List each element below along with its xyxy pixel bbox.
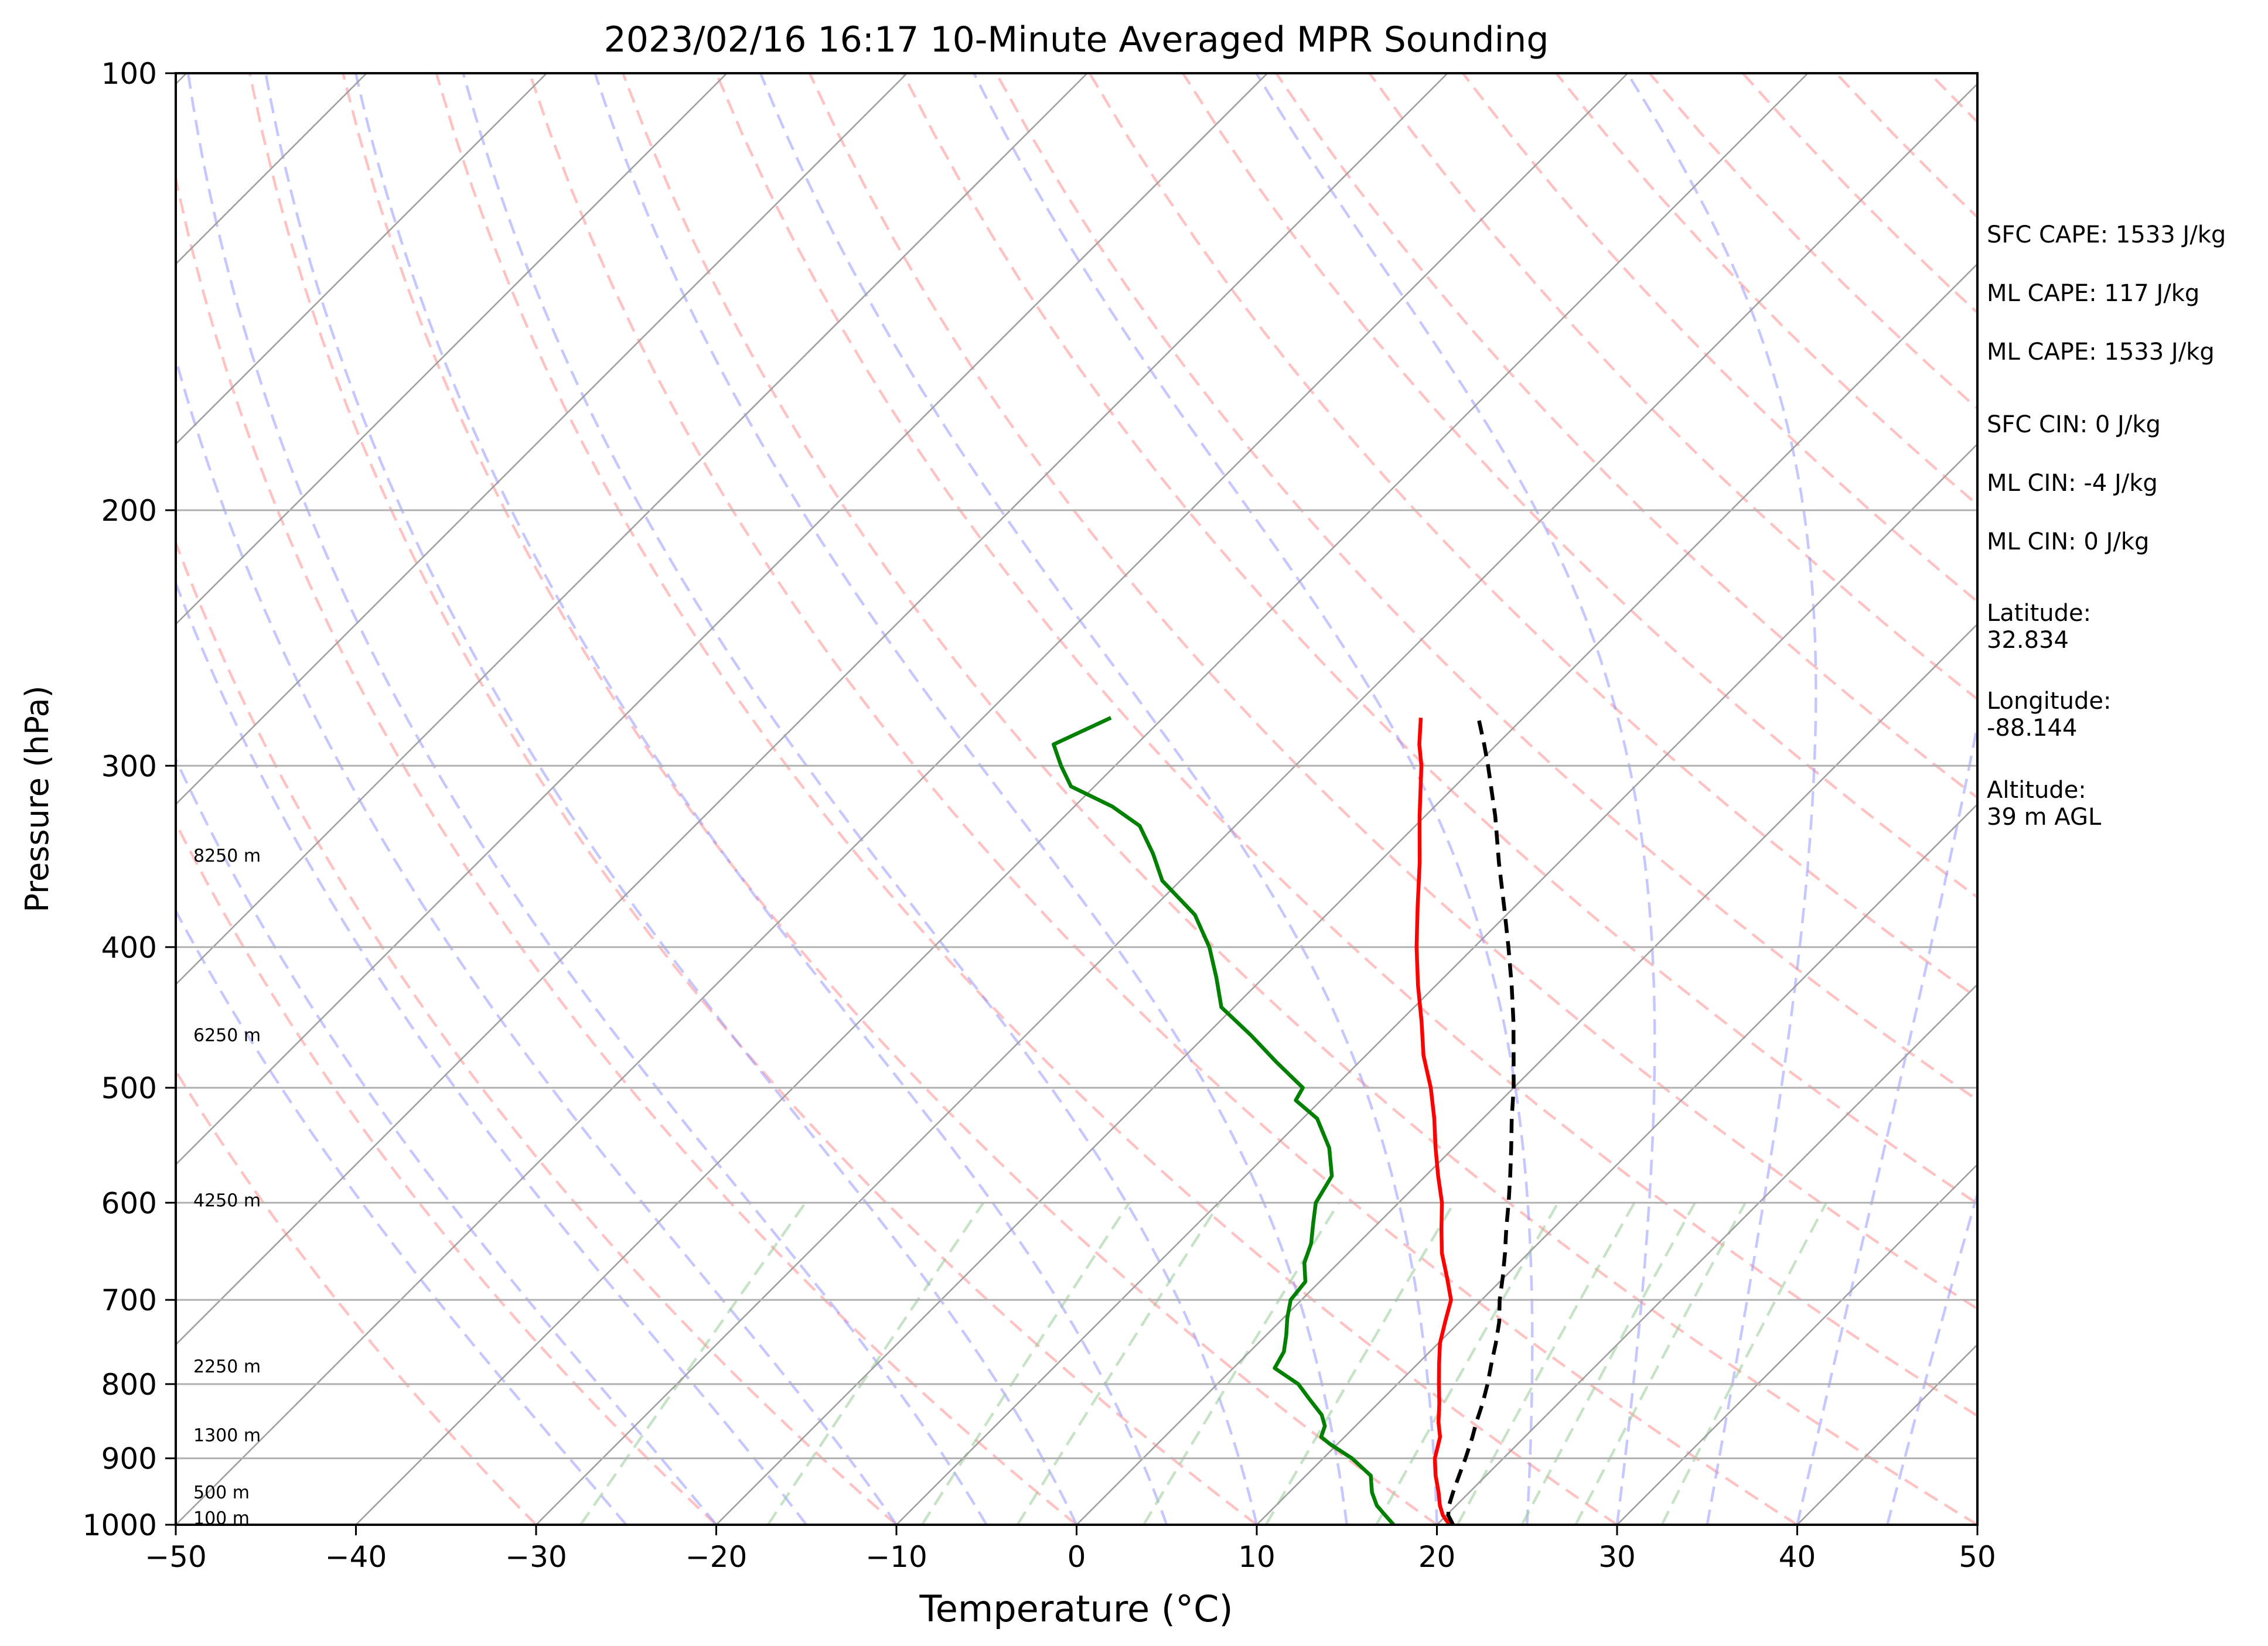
moist-adiabat-line [759,73,1438,1525]
x-tick-label: −20 [685,1540,748,1574]
isotherm-line [715,262,1977,1525]
y-tick-label: 100 [101,57,157,91]
x-tick-label: 30 [1598,1540,1636,1574]
annotation-ml-cin: ML CIN: -4 J/kg [1987,470,2158,497]
height-label: 500 m [193,1483,250,1503]
dry-adiabat-line [248,73,1258,1525]
x-tick-label: −40 [325,1540,387,1574]
isotherm-line [176,73,728,626]
moist-adiabat-line [264,73,1078,1525]
isotherm-line [1616,1163,1977,1525]
moist-adiabat-line [1796,718,1977,1525]
y-tick-label: 600 [101,1186,157,1220]
dry-adiabat-line [1182,73,1977,899]
x-tick-label: 40 [1779,1540,1816,1574]
y-tick-label: 900 [101,1442,157,1476]
height-label: 1300 m [193,1426,261,1446]
x-tick-label: −10 [865,1540,927,1574]
y-tick-label: 700 [101,1283,157,1317]
moist-adiabat-line [1626,73,1817,1525]
moist-adiabat-line [176,579,808,1525]
moist-adiabat-line [354,73,1168,1525]
height-label: 6250 m [193,1025,261,1046]
annotation-ml-cape-2: ML CAPE: 1533 J/kg [1987,339,2215,366]
x-tick-label: −50 [145,1540,207,1574]
y-axis-label: Pressure (hPa) [19,685,56,912]
isotherm-line [176,73,1448,1346]
x-axis-ticks: −50 −40 −30 −20 −10 0 10 20 30 40 50 [145,1525,1996,1574]
isotherm-line [536,83,1977,1525]
annotation-sfc-cape: SFC CAPE: 1533 J/kg [1987,221,2226,248]
dry-adiabat-line [176,539,898,1525]
y-tick-label: 400 [101,931,157,965]
isotherm-line [176,73,1088,986]
dry-adiabat-line [528,73,1798,1525]
dewpoint-profile-line [1052,716,1396,1525]
y-tick-label: 1000 [83,1508,157,1542]
y-axis-ticks: 100 200 300 400 500 600 700 800 900 1000 [83,57,176,1542]
isotherm-line [176,73,1629,1525]
mixing-ratio-line [1660,1202,1828,1525]
x-tick-label: 0 [1068,1540,1086,1574]
isotherm-line [1436,983,1977,1525]
pressure-gridlines [176,73,1977,1525]
x-tick-label: 50 [1959,1540,1996,1574]
x-tick-label: 20 [1418,1540,1456,1574]
moist-adiabat-line [186,73,988,1525]
moist-adiabat-line [1255,73,1656,1525]
dry-adiabat-line [1275,73,1977,800]
dry-adiabat-line [1368,73,1977,701]
isotherm-line [355,73,1809,1525]
moist-adiabat-line [973,73,1534,1525]
annotation-ml-cin-2: ML CIN: 0 J/kg [1987,528,2150,555]
moist-adiabat-line [176,354,898,1525]
moist-adiabat-line [1886,1189,1977,1525]
sounding-profiles [1052,716,1516,1525]
y-tick-label: 500 [101,1071,157,1105]
annotation-latitude: Latitude: 32.834 [1987,600,2092,654]
chart-title: 2023/02/16 16:17 10-Minute Averaged MPR … [604,19,1549,60]
annotation-altitude: Altitude: 39 m AGL [1987,777,2102,831]
dry-adiabat-line [902,73,1977,1206]
mixing-ratio-line [1264,1202,1455,1525]
dry-adiabat-line [622,73,1977,1525]
dry-adiabat-line [808,73,1977,1311]
x-tick-label: −30 [505,1540,567,1574]
isotherm-line [176,73,548,445]
isotherm-line [1076,623,1977,1525]
isotherm-line [176,73,908,805]
parcel-profile-line [1446,717,1516,1525]
annotation-longitude: Longitude: -88.144 [1987,688,2112,742]
mixing-ratio-line [1142,1202,1340,1525]
y-tick-label: 300 [101,749,157,783]
height-label: 8250 m [193,846,261,866]
height-label: 2250 m [193,1357,261,1377]
x-tick-label: 10 [1238,1540,1275,1574]
mixing-ratio-line [1520,1202,1696,1525]
dry-adiabat-line [176,820,718,1525]
mixing-ratio-line [1375,1202,1560,1525]
height-label: 4250 m [193,1191,261,1211]
dry-adiabat-line [715,73,1977,1418]
moist-adiabat-line [594,73,1349,1525]
isotherm-line [896,443,1977,1525]
dry-adiabat-line [342,73,1438,1525]
annotation-sfc-cin: SFC CIN: 0 J/kg [1987,411,2161,438]
dry-adiabat-line [435,73,1618,1525]
mixing-ratio-line [1574,1202,1747,1525]
dry-adiabat-line [176,172,1077,1525]
annotation-ml-cape: ML CAPE: 117 J/kg [1987,280,2200,307]
y-tick-label: 800 [101,1368,157,1402]
isotherm-line [1256,803,1977,1525]
isotherm-line [176,73,1268,1166]
temperature-profile-line [1414,718,1453,1525]
y-tick-label: 200 [101,494,157,528]
x-axis-label: Temperature (°C) [919,1587,1233,1630]
